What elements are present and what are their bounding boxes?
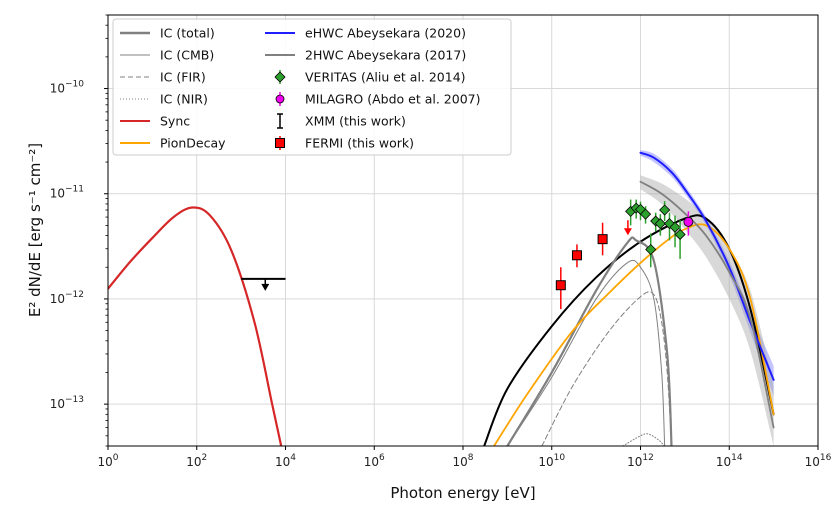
veritas-point xyxy=(639,208,652,220)
x-tick-exponent: 8 xyxy=(468,453,474,463)
x-tick-exponent: 16 xyxy=(820,453,831,463)
x-tick-exponent: 6 xyxy=(379,453,385,463)
model-curves xyxy=(108,151,775,446)
veritas-point xyxy=(645,243,657,256)
series-ic-fir- xyxy=(541,291,673,446)
x-tick-exponent: 12 xyxy=(642,453,653,463)
x-tick-exponent: 0 xyxy=(113,453,119,463)
legend-label: 2HWC Abeysekara (2017) xyxy=(305,48,466,63)
series-ehwc-abeysekara-2020- xyxy=(639,151,775,381)
fermi-point xyxy=(555,280,566,291)
x-axis-label: Photon energy [eV] xyxy=(390,484,535,502)
y-tick-exponent: −13 xyxy=(65,395,84,405)
legend-label: PionDecay xyxy=(160,136,226,151)
veritas-point xyxy=(654,218,666,230)
legend-handle-circle xyxy=(275,94,285,104)
legend-label: IC (FIR) xyxy=(160,70,206,85)
series-piondecay xyxy=(493,223,775,446)
veritas-point xyxy=(659,204,671,216)
x-tick-exponent: 4 xyxy=(290,453,296,463)
series-ic-cmb- xyxy=(506,259,666,446)
legend-box xyxy=(112,18,512,156)
x-tick-exponent: 10 xyxy=(554,453,566,463)
legend-handle-square xyxy=(275,138,285,148)
series-ic-total- xyxy=(506,236,673,446)
series-ic-nir- xyxy=(622,433,666,446)
veritas-point xyxy=(669,221,681,233)
legend-label: IC (CMB) xyxy=(160,48,214,63)
data-points xyxy=(241,199,694,310)
veritas-point xyxy=(674,228,686,241)
upper-limit-arrowhead xyxy=(261,283,270,291)
x-tick-exponent: 14 xyxy=(731,453,743,463)
legend-label: XMM (this work) xyxy=(305,114,406,129)
y-tick-exponent: −10 xyxy=(65,80,84,90)
fermi-point xyxy=(597,234,608,245)
series-2hwc-abeysekara-2017- xyxy=(639,180,775,429)
y-tick-exponent: −12 xyxy=(65,290,84,300)
x-tick-exponent: 2 xyxy=(202,453,208,463)
legend-label: IC (total) xyxy=(160,26,215,41)
legend-label: Sync xyxy=(160,114,190,129)
legend-label: IC (NIR) xyxy=(160,92,208,107)
series-sync xyxy=(108,206,283,446)
legend: IC (total) IC (CMB) IC (FIR) IC (NIR) Sync Pi… xyxy=(112,18,512,156)
plot-area xyxy=(108,150,775,446)
legend-label: VERITAS (Aliu et al. 2014) xyxy=(305,70,466,85)
legend-label: MILAGRO (Abdo et al. 2007) xyxy=(305,92,481,107)
legend-handle-diamond xyxy=(274,71,286,83)
fermi-point xyxy=(571,250,582,261)
legend-label: eHWC Abeysekara (2020) xyxy=(305,26,466,41)
upper-limit-arrowhead xyxy=(623,228,632,236)
y-tick-exponent: −11 xyxy=(65,185,84,195)
legend-label: FERMI (this work) xyxy=(305,136,414,151)
milagro-point xyxy=(683,216,694,227)
y-axis-label: E² dN/dE [erg s⁻¹ cm⁻²] xyxy=(26,143,44,317)
